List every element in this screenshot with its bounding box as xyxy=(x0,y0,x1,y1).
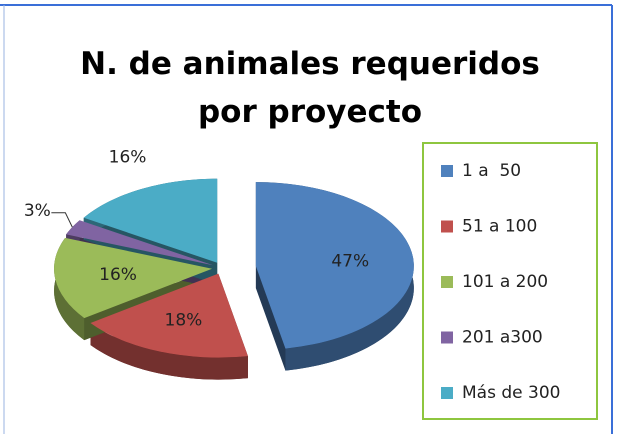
slice xyxy=(54,237,213,319)
leader-line xyxy=(51,212,73,228)
legend-swatch xyxy=(441,387,453,399)
legend-swatch xyxy=(441,220,453,233)
slice-rim xyxy=(90,322,248,380)
legend-label: 201 a300 xyxy=(462,328,543,348)
data-label: 18% xyxy=(165,310,203,330)
chart-title: N. de animales requeridos por proyecto xyxy=(80,46,540,130)
legend-label: 1 a 50 xyxy=(462,161,521,181)
legend-label: 101 a 200 xyxy=(462,272,548,292)
data-label: 16% xyxy=(109,148,147,168)
slice xyxy=(83,178,218,263)
legend-swatch xyxy=(441,276,453,288)
data-label: 16% xyxy=(99,265,137,285)
data-label: 3% xyxy=(24,201,51,221)
legend-swatch xyxy=(441,331,453,344)
slice xyxy=(66,220,214,266)
legend-box xyxy=(422,142,598,420)
slice xyxy=(255,182,414,349)
legend-label: Más de 300 xyxy=(462,383,560,403)
data-label: 47% xyxy=(331,251,369,271)
legend-label: 51 a 100 xyxy=(462,217,537,237)
slice xyxy=(90,273,248,358)
legend-swatch xyxy=(441,165,453,177)
